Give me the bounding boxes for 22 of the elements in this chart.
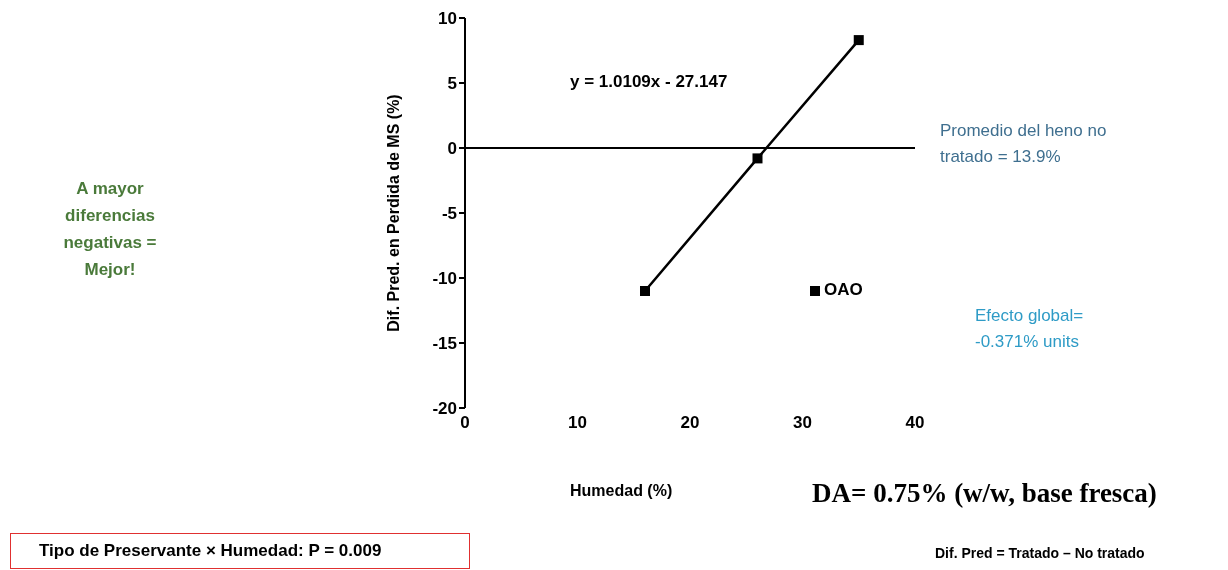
legend-label: OAO xyxy=(824,280,863,299)
x-tick-label: 40 xyxy=(905,413,925,433)
x-tick-label: 30 xyxy=(793,413,812,433)
x-tick-label: 20 xyxy=(680,413,700,433)
text: Promedio del heno no tratado = 13.9% xyxy=(940,120,1108,168)
text: DA= 0.75% (w/w, base fresca) xyxy=(812,478,1157,509)
x-tick-label: 10 xyxy=(568,413,587,433)
y-tick-label: 10 xyxy=(438,9,457,29)
y-tick-label: -20 xyxy=(432,399,457,419)
y-tick-label: -10 xyxy=(432,269,457,289)
text: Dif. Pred = Tratado – No tratado xyxy=(935,545,1145,561)
y-tick-label: -15 xyxy=(432,334,457,354)
annotation: y = 1.0109x - 27.147 xyxy=(570,72,728,92)
text: A mayor diferencias negativas = Mejor! xyxy=(62,178,158,281)
y-axis-title: Dif. Pred. en Perdida de MS (%) xyxy=(384,94,402,332)
x-tick-label: 0 xyxy=(460,413,470,433)
y-tick-label: -5 xyxy=(441,204,457,224)
x-axis-title: Humedad (%) xyxy=(570,482,673,500)
text: Efecto global= -0.371% units xyxy=(975,305,1085,353)
y-tick-label: 0 xyxy=(447,139,457,159)
y-tick-label: 5 xyxy=(447,74,457,94)
text: Tipo de Preservante × Humedad: P = 0.009 xyxy=(10,533,470,569)
